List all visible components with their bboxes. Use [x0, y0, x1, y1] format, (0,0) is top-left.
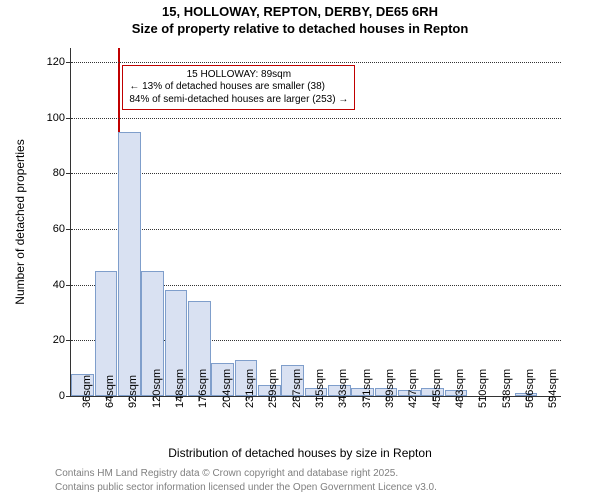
footer-line-1: Contains HM Land Registry data © Crown c…	[55, 468, 398, 479]
grid-line	[71, 62, 561, 63]
x-tick-label: 204sqm	[221, 369, 233, 408]
x-tick-label: 594sqm	[547, 369, 559, 408]
chart-title-line1: 15, HOLLOWAY, REPTON, DERBY, DE65 6RH	[0, 4, 600, 19]
y-tick-label: 60	[53, 223, 65, 235]
x-tick-label: 510sqm	[477, 369, 489, 408]
y-tick-mark	[66, 340, 71, 341]
y-tick-mark	[66, 285, 71, 286]
y-tick-label: 100	[47, 112, 65, 124]
footer-line-2: Contains public sector information licen…	[55, 482, 437, 493]
grid-line	[71, 118, 561, 119]
y-tick-label: 40	[53, 279, 65, 291]
grid-line	[71, 229, 561, 230]
x-tick-label: 483sqm	[454, 369, 466, 408]
x-tick-label: 343sqm	[337, 369, 349, 408]
x-tick-label: 566sqm	[524, 369, 536, 408]
x-tick-label: 92sqm	[127, 375, 139, 408]
x-tick-label: 538sqm	[501, 369, 513, 408]
annotation-line: ← 13% of detached houses are smaller (38…	[129, 81, 348, 94]
x-tick-label: 315sqm	[314, 369, 326, 408]
y-tick-label: 20	[53, 334, 65, 346]
x-tick-label: 176sqm	[197, 369, 209, 408]
y-tick-mark	[66, 62, 71, 63]
chart-container: { "chart": { "type": "histogram", "title…	[0, 0, 600, 500]
annotation-line: 15 HOLLOWAY: 89sqm	[129, 69, 348, 82]
y-tick-mark	[66, 173, 71, 174]
x-tick-label: 36sqm	[81, 375, 93, 408]
x-tick-label: 399sqm	[384, 369, 396, 408]
x-axis-label: Distribution of detached houses by size …	[0, 446, 600, 460]
histogram-bar	[118, 132, 141, 396]
annotation-line: 84% of semi-detached houses are larger (…	[129, 94, 348, 107]
y-axis-label: Number of detached properties	[13, 139, 27, 304]
x-tick-label: 120sqm	[151, 369, 163, 408]
x-tick-label: 64sqm	[104, 375, 116, 408]
x-tick-label: 231sqm	[244, 369, 256, 408]
x-tick-label: 259sqm	[267, 369, 279, 408]
y-tick-mark	[66, 229, 71, 230]
x-tick-label: 148sqm	[174, 369, 186, 408]
x-tick-label: 455sqm	[431, 369, 443, 408]
x-tick-label: 287sqm	[291, 369, 303, 408]
y-tick-label: 80	[53, 167, 65, 179]
y-tick-label: 120	[47, 56, 65, 68]
chart-title-line2: Size of property relative to detached ho…	[0, 21, 600, 36]
annotation-box: 15 HOLLOWAY: 89sqm← 13% of detached hous…	[122, 65, 355, 111]
plot-area: 15 HOLLOWAY: 89sqm← 13% of detached hous…	[70, 48, 561, 397]
y-tick-mark	[66, 118, 71, 119]
x-tick-label: 427sqm	[407, 369, 419, 408]
y-tick-mark	[66, 396, 71, 397]
grid-line	[71, 173, 561, 174]
x-tick-label: 371sqm	[361, 369, 373, 408]
y-tick-label: 0	[59, 390, 65, 402]
